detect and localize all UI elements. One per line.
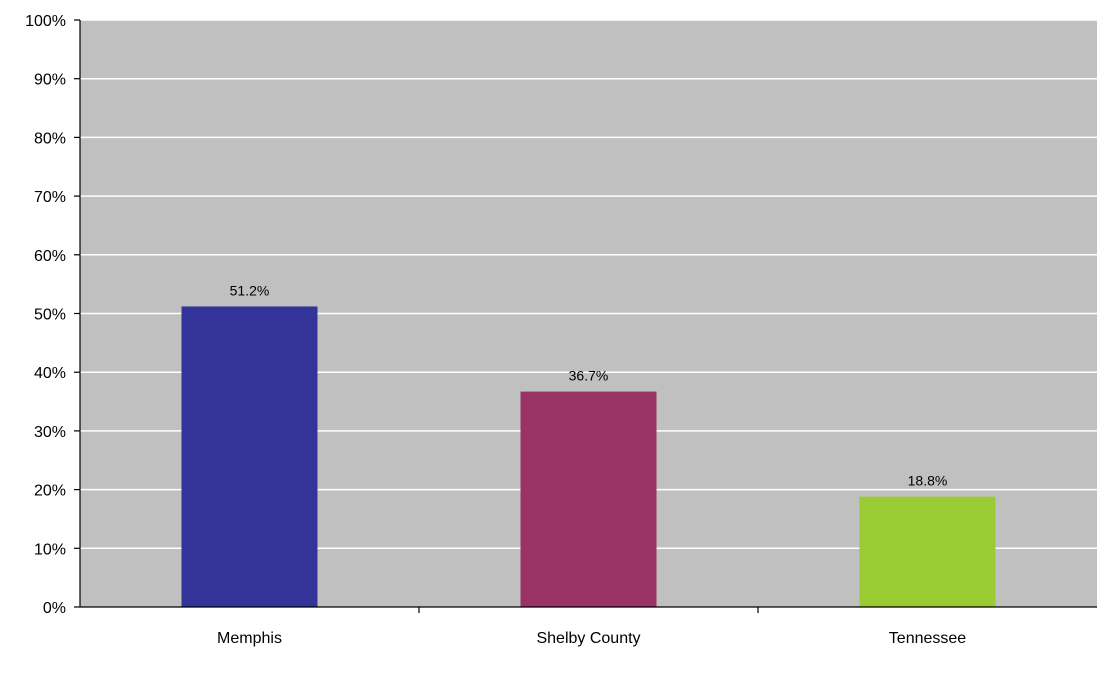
- x-tick-label-shelby-county: Shelby County: [536, 630, 640, 647]
- bar-memphis: [181, 306, 318, 607]
- axes: [74, 19, 1097, 613]
- x-tick-label-memphis: Memphis: [217, 630, 282, 647]
- y-tick-label-60: 60%: [34, 248, 66, 265]
- bar-tennessee: [859, 496, 996, 607]
- y-tick-label-70: 70%: [34, 189, 66, 206]
- bars: [181, 306, 996, 607]
- y-tick-label-90: 90%: [34, 72, 66, 89]
- y-tick-label-0: 0%: [43, 600, 66, 617]
- x-axis-category-labels: Memphis Shelby County Tennessee: [217, 630, 966, 647]
- data-labels: 51.2% 36.7% 18.8%: [230, 282, 948, 488]
- y-tick-label-40: 40%: [34, 365, 66, 382]
- data-label-tennessee: 18.8%: [908, 473, 948, 489]
- bar-shelby-county: [520, 391, 657, 607]
- y-tick-label-50: 50%: [34, 307, 66, 324]
- x-tick-label-tennessee: Tennessee: [889, 630, 966, 647]
- y-tick-label-30: 30%: [34, 424, 66, 441]
- y-tick-label-10: 10%: [34, 541, 66, 558]
- y-tick-label-80: 80%: [34, 130, 66, 147]
- data-label-shelby-county: 36.7%: [569, 368, 609, 384]
- data-label-memphis: 51.2%: [230, 282, 270, 298]
- y-tick-label-20: 20%: [34, 483, 66, 500]
- y-axis-tick-labels: 0% 10% 20% 30% 40% 50% 60% 70% 80% 90% 100%: [25, 13, 66, 617]
- y-tick-label-100: 100%: [25, 13, 66, 30]
